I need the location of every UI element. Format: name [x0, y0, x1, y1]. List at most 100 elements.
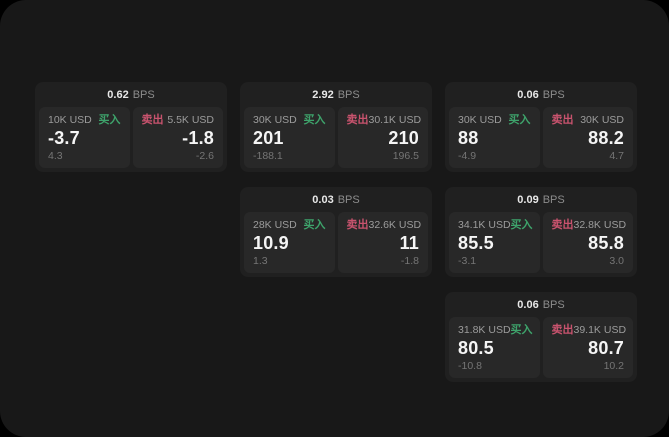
card-body: 28K USD 买入 10.9 1.3 卖出 32.6K USD 11 -1.8 — [240, 212, 432, 277]
buy-size-label: 30K USD — [458, 114, 502, 126]
sell-panel-top: 卖出 32.6K USD — [347, 219, 422, 231]
bps-value: 0.06 — [517, 298, 539, 311]
quotes-grid: 0.62 BPS 10K USD 买入 -3.7 4.3 卖出 5.5K USD… — [35, 82, 637, 382]
buy-side-label: 买入 — [98, 114, 121, 126]
buy-side-label: 买入 — [303, 114, 326, 126]
sell-panel[interactable]: 卖出 32.8K USD 85.8 3.0 — [542, 212, 633, 273]
sell-side-label: 卖出 — [346, 114, 369, 126]
card-body: 34.1K USD 买入 85.5 -3.1 卖出 32.8K USD 85.8… — [445, 212, 637, 277]
sell-size-label: 30.1K USD — [368, 114, 422, 126]
sell-panel-top: 卖出 32.8K USD — [551, 219, 627, 231]
sell-delta: -1.8 — [400, 255, 419, 268]
bps-value: 0.06 — [517, 88, 539, 101]
buy-size-label: 34.1K USD — [458, 219, 511, 231]
sell-panel-top: 卖出 39.1K USD — [551, 324, 627, 336]
buy-panel[interactable]: 28K USD 买入 10.9 1.3 — [244, 212, 335, 273]
sell-price: 88.2 — [588, 127, 624, 148]
sell-side-label: 卖出 — [551, 219, 574, 231]
buy-delta: -4.9 — [458, 150, 477, 163]
sell-delta: 196.5 — [392, 150, 419, 163]
buy-size-label: 10K USD — [48, 114, 92, 126]
buy-price: 80.5 — [458, 337, 494, 358]
bps-unit: BPS — [542, 193, 565, 206]
quote-card: 0.03 BPS 28K USD 买入 10.9 1.3 卖出 32.6K US… — [240, 187, 432, 277]
sell-panel[interactable]: 卖出 30.1K USD 210 196.5 — [337, 107, 428, 168]
sell-price: 85.8 — [588, 232, 624, 253]
sell-panel[interactable]: 卖出 5.5K USD -1.8 -2.6 — [132, 107, 223, 168]
quote-card: 0.62 BPS 10K USD 买入 -3.7 4.3 卖出 5.5K USD… — [35, 82, 227, 172]
quote-card: 0.06 BPS 31.8K USD 买入 80.5 -10.8 卖出 39.1… — [445, 292, 637, 382]
bps-unit: BPS — [542, 298, 565, 311]
quote-card: 0.09 BPS 34.1K USD 买入 85.5 -3.1 卖出 32.8K… — [445, 187, 637, 277]
bps-unit: BPS — [132, 88, 155, 101]
card-header: 0.06 BPS — [445, 292, 637, 317]
sell-panel[interactable]: 卖出 32.6K USD 11 -1.8 — [337, 212, 428, 273]
bps-value: 2.92 — [312, 88, 334, 101]
sell-panel-top: 卖出 30K USD — [552, 115, 625, 126]
buy-side-label: 买入 — [510, 324, 533, 336]
buy-panel[interactable]: 10K USD 买入 -3.7 4.3 — [39, 107, 130, 168]
sell-panel-top: 卖出 5.5K USD — [142, 115, 215, 126]
buy-panel-top: 30K USD 买入 — [253, 115, 326, 126]
buy-panel-top: 30K USD 买入 — [458, 115, 531, 126]
buy-panel-top: 28K USD 买入 — [253, 220, 326, 231]
buy-side-label: 买入 — [510, 219, 533, 231]
buy-panel-top: 31.8K USD 买入 — [458, 324, 533, 336]
card-header: 0.06 BPS — [445, 82, 637, 107]
sell-side-label: 卖出 — [141, 114, 164, 126]
buy-price: 85.5 — [458, 232, 494, 253]
buy-panel-top: 34.1K USD 买入 — [458, 219, 533, 231]
sell-delta: 10.2 — [603, 360, 624, 373]
card-body: 10K USD 买入 -3.7 4.3 卖出 5.5K USD -1.8 -2.… — [35, 107, 227, 172]
sell-side-label: 卖出 — [551, 114, 574, 126]
buy-price: 10.9 — [253, 232, 289, 253]
buy-size-label: 28K USD — [253, 219, 297, 231]
sell-panel[interactable]: 卖出 39.1K USD 80.7 10.2 — [542, 317, 633, 378]
sell-price: 11 — [399, 232, 419, 253]
sell-size-label: 32.6K USD — [368, 219, 422, 231]
bps-value: 0.62 — [107, 88, 129, 101]
card-body: 30K USD 买入 88 -4.9 卖出 30K USD 88.2 4.7 — [445, 107, 637, 172]
card-body: 31.8K USD 买入 80.5 -10.8 卖出 39.1K USD 80.… — [445, 317, 637, 382]
sell-delta: -2.6 — [195, 150, 214, 163]
buy-delta: -188.1 — [253, 150, 283, 163]
buy-panel[interactable]: 30K USD 买入 88 -4.9 — [449, 107, 540, 168]
sell-side-label: 卖出 — [551, 324, 574, 336]
buy-panel[interactable]: 31.8K USD 买入 80.5 -10.8 — [449, 317, 540, 378]
sell-panel[interactable]: 卖出 30K USD 88.2 4.7 — [542, 107, 633, 168]
buy-size-label: 30K USD — [253, 114, 297, 126]
bps-unit: BPS — [542, 88, 565, 101]
buy-delta: -10.8 — [458, 360, 482, 373]
sell-price: 210 — [388, 127, 419, 148]
sell-panel-top: 卖出 30.1K USD — [346, 114, 422, 126]
buy-delta: -3.1 — [458, 255, 477, 268]
buy-panel[interactable]: 34.1K USD 买入 85.5 -3.1 — [449, 212, 540, 273]
card-body: 30K USD 买入 201 -188.1 卖出 30.1K USD 210 1… — [240, 107, 432, 172]
bps-value: 0.09 — [517, 193, 539, 206]
bps-unit: BPS — [337, 88, 360, 101]
card-header: 0.03 BPS — [240, 187, 432, 212]
buy-panel-top: 10K USD 买入 — [48, 115, 121, 126]
card-header: 2.92 BPS — [240, 82, 432, 107]
sell-price: -1.8 — [182, 127, 214, 148]
buy-side-label: 买入 — [508, 114, 531, 126]
sell-delta: 4.7 — [609, 150, 624, 163]
card-header: 0.62 BPS — [35, 82, 227, 107]
card-header: 0.09 BPS — [445, 187, 637, 212]
buy-panel[interactable]: 30K USD 买入 201 -188.1 — [244, 107, 335, 168]
quote-card: 2.92 BPS 30K USD 买入 201 -188.1 卖出 30.1K … — [240, 82, 432, 172]
buy-price: -3.7 — [48, 127, 80, 148]
sell-size-label: 32.8K USD — [573, 219, 627, 231]
sell-delta: 3.0 — [609, 255, 624, 268]
bps-unit: BPS — [337, 193, 360, 206]
buy-price: 201 — [253, 127, 284, 148]
sell-size-label: 30K USD — [580, 114, 624, 126]
buy-size-label: 31.8K USD — [458, 324, 511, 336]
quote-card: 0.06 BPS 30K USD 买入 88 -4.9 卖出 30K USD 8… — [445, 82, 637, 172]
bps-value: 0.03 — [312, 193, 334, 206]
sell-size-label: 39.1K USD — [573, 324, 627, 336]
buy-side-label: 买入 — [303, 219, 326, 231]
buy-price: 88 — [458, 127, 479, 148]
